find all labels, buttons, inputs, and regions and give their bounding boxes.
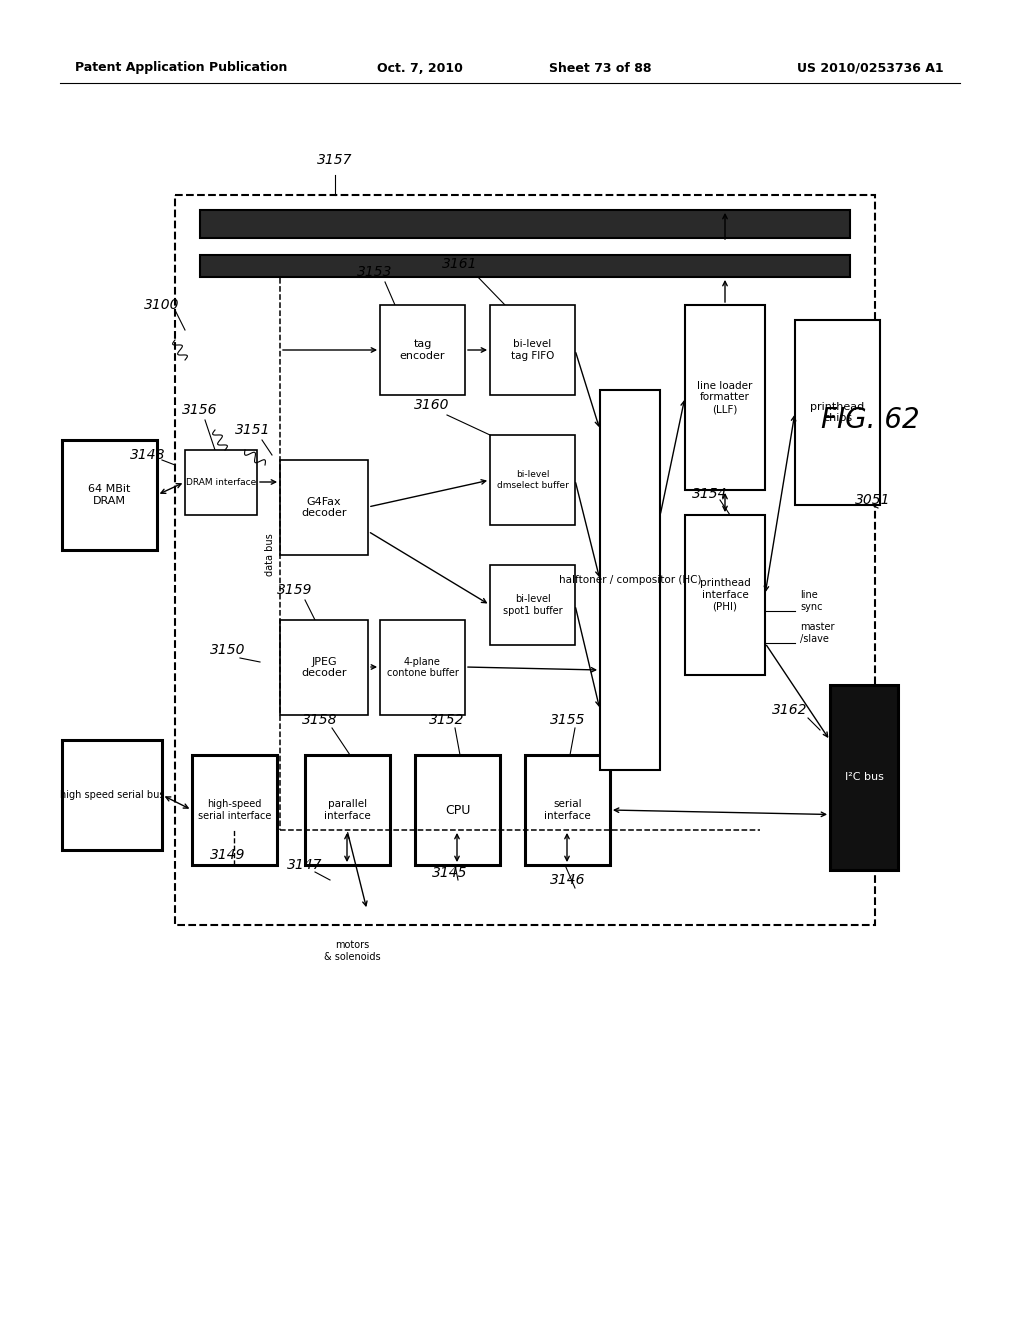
- Text: line loader
formatter
(LLF): line loader formatter (LLF): [697, 381, 753, 414]
- Text: 3156: 3156: [182, 403, 218, 417]
- Text: master
/slave: master /slave: [800, 622, 835, 644]
- Text: 3153: 3153: [357, 265, 393, 279]
- Text: 3150: 3150: [210, 643, 246, 657]
- Text: 64 MBit
DRAM: 64 MBit DRAM: [88, 484, 131, 506]
- Text: data bus: data bus: [265, 533, 275, 577]
- Bar: [490, 565, 575, 645]
- Text: 3151: 3151: [236, 422, 270, 437]
- Text: 3145: 3145: [432, 866, 468, 880]
- Bar: [185, 450, 257, 515]
- Text: serial
interface: serial interface: [544, 799, 591, 821]
- Text: 3162: 3162: [772, 704, 808, 717]
- Text: 3147: 3147: [288, 858, 323, 873]
- Text: printhead
chips: printhead chips: [810, 401, 864, 424]
- Text: 3159: 3159: [278, 583, 312, 597]
- Text: FIG. 62: FIG. 62: [820, 407, 920, 434]
- Text: 4-plane
contone buffer: 4-plane contone buffer: [387, 657, 459, 678]
- Text: I²C bus: I²C bus: [845, 772, 884, 783]
- Text: CPU: CPU: [444, 804, 470, 817]
- Text: 3155: 3155: [550, 713, 586, 727]
- Text: 3158: 3158: [302, 713, 338, 727]
- Bar: [415, 755, 500, 865]
- Text: 3146: 3146: [550, 873, 586, 887]
- Bar: [200, 255, 850, 277]
- Text: G4Fax
decoder: G4Fax decoder: [301, 496, 347, 519]
- Text: 3152: 3152: [429, 713, 465, 727]
- Text: high-speed
serial interface: high-speed serial interface: [198, 799, 271, 821]
- Text: 3051: 3051: [855, 492, 891, 507]
- Bar: [200, 210, 850, 238]
- Bar: [685, 515, 765, 675]
- Bar: [685, 305, 765, 490]
- Bar: [525, 755, 610, 865]
- Text: Oct. 7, 2010: Oct. 7, 2010: [377, 62, 463, 74]
- Bar: [490, 305, 575, 395]
- Text: bi-level
dmselect buffer: bi-level dmselect buffer: [497, 470, 568, 490]
- Text: halftoner / compositor (HC): halftoner / compositor (HC): [559, 576, 701, 585]
- Text: printhead
interface
(PHI): printhead interface (PHI): [699, 578, 751, 611]
- Bar: [600, 389, 660, 770]
- Text: tag
encoder: tag encoder: [399, 339, 445, 360]
- Text: bi-level
spot1 buffer: bi-level spot1 buffer: [503, 594, 562, 616]
- Text: 3100: 3100: [144, 298, 180, 312]
- Text: line
sync: line sync: [800, 590, 822, 611]
- Bar: [280, 459, 368, 554]
- Text: 3157: 3157: [317, 153, 352, 168]
- Text: motors
& solenoids: motors & solenoids: [324, 940, 380, 961]
- Text: Patent Application Publication: Patent Application Publication: [75, 62, 288, 74]
- Text: Sheet 73 of 88: Sheet 73 of 88: [549, 62, 651, 74]
- Text: US 2010/0253736 A1: US 2010/0253736 A1: [797, 62, 943, 74]
- Bar: [305, 755, 390, 865]
- Bar: [490, 436, 575, 525]
- Bar: [380, 305, 465, 395]
- Text: DRAM interface: DRAM interface: [186, 478, 256, 487]
- Text: 3161: 3161: [442, 257, 478, 271]
- Bar: [175, 195, 874, 925]
- Bar: [795, 319, 880, 506]
- Bar: [380, 620, 465, 715]
- Text: bi-level
tag FIFO: bi-level tag FIFO: [511, 339, 554, 360]
- Text: 3149: 3149: [210, 847, 246, 862]
- Bar: [830, 685, 898, 870]
- Bar: [62, 741, 162, 850]
- Text: high speed serial bus: high speed serial bus: [59, 789, 164, 800]
- Text: JPEG
decoder: JPEG decoder: [301, 657, 347, 678]
- Bar: [193, 755, 278, 865]
- Text: parallel
interface: parallel interface: [325, 799, 371, 821]
- Bar: [62, 440, 157, 550]
- Text: 3148: 3148: [130, 447, 166, 462]
- Bar: [280, 620, 368, 715]
- Text: 3154: 3154: [692, 487, 728, 502]
- Text: 3160: 3160: [415, 399, 450, 412]
